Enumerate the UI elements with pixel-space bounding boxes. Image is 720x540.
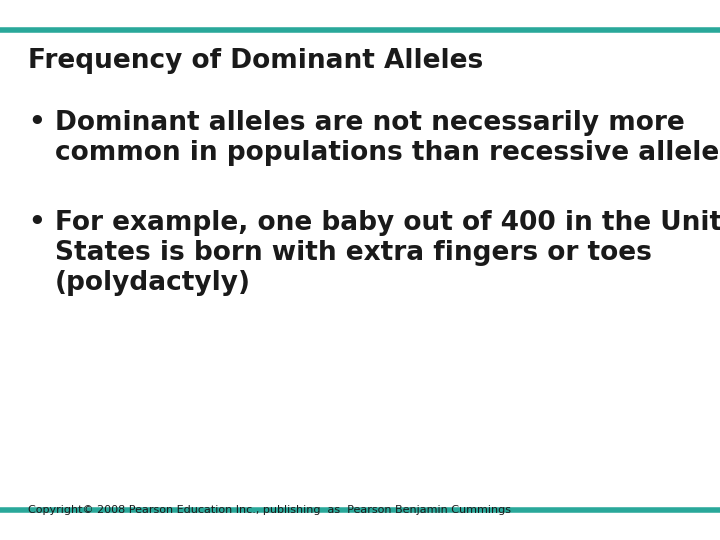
Text: (polydactyly): (polydactyly) — [55, 270, 251, 296]
Text: States is born with extra fingers or toes: States is born with extra fingers or toe… — [55, 240, 652, 266]
Text: Copyright© 2008 Pearson Education Inc., publishing  as  Pearson Benjamin Cumming: Copyright© 2008 Pearson Education Inc., … — [28, 505, 511, 515]
Text: •: • — [28, 110, 45, 136]
Text: Frequency of Dominant Alleles: Frequency of Dominant Alleles — [28, 48, 483, 74]
Text: Dominant alleles are not necessarily more: Dominant alleles are not necessarily mor… — [55, 110, 685, 136]
Text: For example, one baby out of 400 in the United: For example, one baby out of 400 in the … — [55, 210, 720, 236]
Text: common in populations than recessive alleles: common in populations than recessive all… — [55, 140, 720, 166]
Text: •: • — [28, 210, 45, 236]
